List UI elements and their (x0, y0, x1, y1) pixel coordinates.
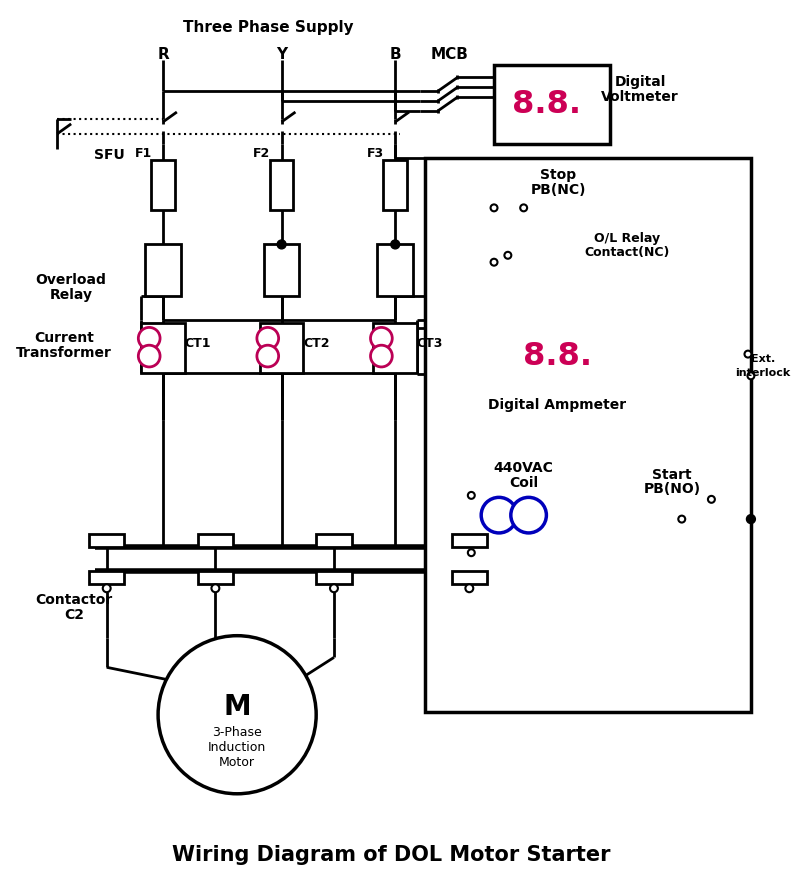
Bar (89, 534, 125, 547)
Text: Contact(NC): Contact(NC) (584, 246, 670, 259)
Text: Three Phase Supply: Three Phase Supply (183, 20, 354, 35)
Bar (451, 572, 487, 584)
Bar (451, 534, 487, 547)
Circle shape (212, 584, 220, 592)
Text: M: M (224, 693, 251, 721)
Bar (383, 160, 407, 210)
Bar (425, 158, 751, 712)
Bar (197, 572, 233, 584)
Circle shape (491, 204, 497, 212)
Circle shape (748, 372, 754, 380)
Bar (89, 572, 125, 584)
Text: C2: C2 (64, 608, 84, 622)
Bar (489, 316, 635, 396)
Circle shape (370, 345, 393, 367)
Text: Wiring Diagram of DOL Motor Starter: Wiring Diagram of DOL Motor Starter (172, 845, 611, 865)
Bar (270, 160, 293, 210)
Circle shape (257, 327, 278, 349)
Text: Induction: Induction (208, 741, 266, 754)
Text: Voltmeter: Voltmeter (601, 90, 679, 104)
Circle shape (504, 252, 511, 259)
Circle shape (678, 516, 685, 523)
Text: SFU: SFU (94, 148, 125, 163)
Text: F3: F3 (367, 147, 384, 160)
Bar (264, 244, 300, 296)
Bar (145, 244, 181, 296)
Bar (260, 324, 304, 372)
Bar (494, 65, 610, 144)
Text: Contactor: Contactor (36, 593, 113, 607)
Bar (141, 324, 185, 372)
Text: Digital: Digital (615, 76, 666, 90)
Text: Digital Ampmeter: Digital Ampmeter (488, 398, 626, 412)
Circle shape (491, 259, 497, 266)
Text: Ext.: Ext. (751, 354, 775, 364)
Text: Overload: Overload (36, 273, 106, 287)
Text: B: B (389, 47, 401, 62)
Circle shape (138, 327, 160, 349)
Text: CT1: CT1 (184, 337, 211, 349)
Circle shape (468, 492, 475, 499)
Text: 8.8.: 8.8. (523, 340, 592, 372)
Circle shape (468, 549, 475, 557)
Circle shape (158, 636, 316, 794)
Circle shape (138, 345, 160, 367)
Text: Coil: Coil (509, 476, 538, 490)
Text: R: R (157, 47, 169, 62)
Text: Relay: Relay (50, 288, 93, 301)
Circle shape (745, 350, 752, 357)
Circle shape (277, 240, 286, 249)
Text: 440VAC: 440VAC (494, 461, 554, 475)
Text: CT3: CT3 (416, 337, 443, 349)
Circle shape (330, 584, 338, 592)
Circle shape (257, 345, 278, 367)
Text: Start: Start (652, 468, 691, 482)
Circle shape (465, 584, 473, 592)
Text: PB(NO): PB(NO) (643, 483, 700, 496)
Text: F2: F2 (253, 147, 270, 160)
Circle shape (391, 240, 400, 249)
Bar (377, 244, 413, 296)
Text: Motor: Motor (219, 756, 255, 769)
Text: F1: F1 (135, 147, 152, 160)
Circle shape (511, 497, 546, 533)
Text: 3-Phase: 3-Phase (213, 726, 262, 739)
Bar (316, 572, 352, 584)
Text: Stop: Stop (540, 168, 577, 182)
Bar (151, 160, 175, 210)
Text: O/L Relay: O/L Relay (594, 232, 661, 245)
Text: 8.8.: 8.8. (512, 89, 581, 120)
Circle shape (520, 204, 527, 212)
Bar (374, 324, 417, 372)
Circle shape (708, 496, 714, 503)
Text: CT2: CT2 (303, 337, 329, 349)
Text: Current: Current (34, 332, 94, 345)
Circle shape (370, 327, 393, 349)
Circle shape (103, 584, 111, 592)
Text: Y: Y (276, 47, 287, 62)
Text: MCB: MCB (431, 47, 469, 62)
Circle shape (746, 515, 756, 524)
Bar (316, 534, 352, 547)
Text: Transformer: Transformer (17, 346, 112, 360)
Bar (197, 534, 233, 547)
Text: PB(NC): PB(NC) (531, 183, 586, 197)
Circle shape (481, 497, 517, 533)
Text: interlock: interlock (735, 368, 791, 378)
